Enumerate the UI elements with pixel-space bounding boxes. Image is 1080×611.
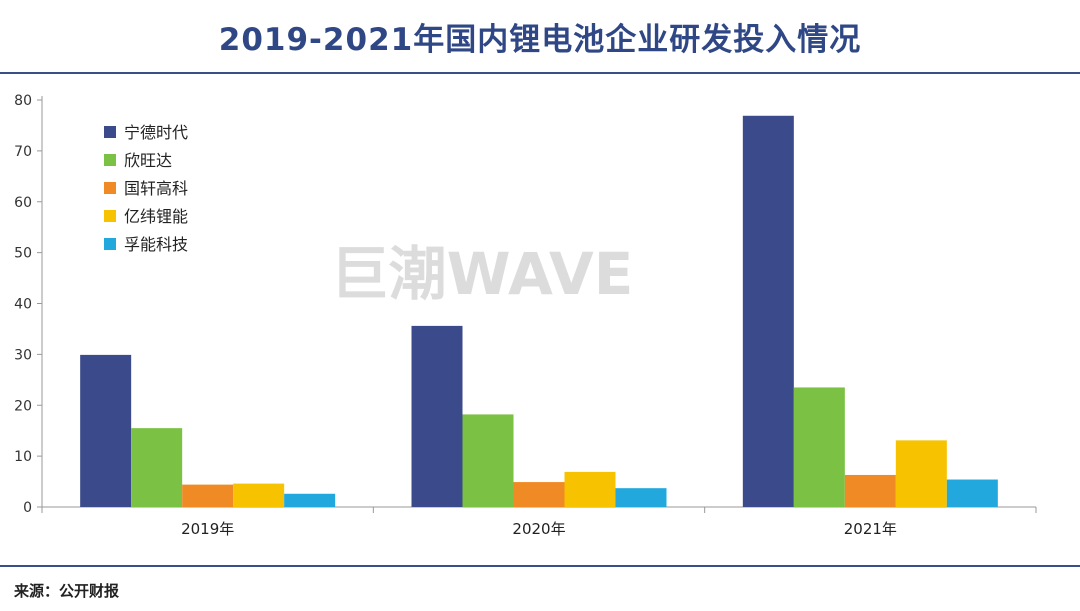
legend-label: 孚能科技 [124, 235, 188, 254]
bar-4-2 [564, 471, 616, 507]
bar-2-1 [131, 428, 183, 507]
bar-4-1 [233, 483, 285, 507]
axes: 0 10 20 30 40 50 60 70 80 2019年 2020年 2021年 [14, 93, 1037, 538]
x-tick-label: 2021年 [844, 520, 897, 538]
x-tick-label: 2020年 [512, 520, 565, 538]
legend-swatch [104, 182, 116, 194]
x-tick-label: 2019年 [181, 520, 234, 538]
legend-swatch [104, 154, 116, 166]
y-tick-label: 10 [14, 449, 32, 465]
bar-3-2 [513, 482, 565, 507]
legend-label: 国轩高科 [124, 179, 188, 198]
y-tick-label: 40 [14, 297, 32, 313]
bar-5-2 [615, 488, 667, 507]
y-tick-label: 80 [14, 93, 32, 109]
legend-swatch [104, 126, 116, 138]
y-tick-label: 60 [14, 195, 32, 211]
legend-label: 欣旺达 [124, 151, 172, 170]
watermark-text: 巨潮WAVE [331, 240, 634, 308]
bar-1-2 [411, 325, 463, 507]
bar-3-1 [182, 484, 234, 507]
y-tick-label: 70 [14, 144, 32, 160]
y-tick-label: 20 [14, 398, 32, 414]
bar-5-3 [946, 479, 998, 507]
bar-1-3 [742, 115, 794, 508]
legend-label: 宁德时代 [124, 123, 188, 142]
y-tick-label: 0 [23, 500, 32, 516]
y-tick-label: 30 [14, 347, 32, 363]
bar-4-3 [895, 440, 947, 507]
bar-1-1 [80, 354, 132, 507]
legend-label: 亿纬锂能 [124, 207, 188, 226]
source-note: 来源：公开财报 [14, 582, 120, 600]
bar-2-2 [462, 414, 514, 507]
bar-3-3 [844, 474, 896, 507]
chart-title: 2019-2021年国内锂电池企业研发投入情况 [218, 22, 862, 58]
legend-swatch [104, 210, 116, 222]
footer-divider [0, 565, 1080, 567]
bar-2-3 [793, 387, 845, 507]
legend-swatch [104, 238, 116, 250]
y-tick-label: 50 [14, 246, 32, 262]
bars-group [80, 115, 998, 508]
bar-5-1 [284, 493, 336, 507]
title-divider [0, 72, 1080, 74]
